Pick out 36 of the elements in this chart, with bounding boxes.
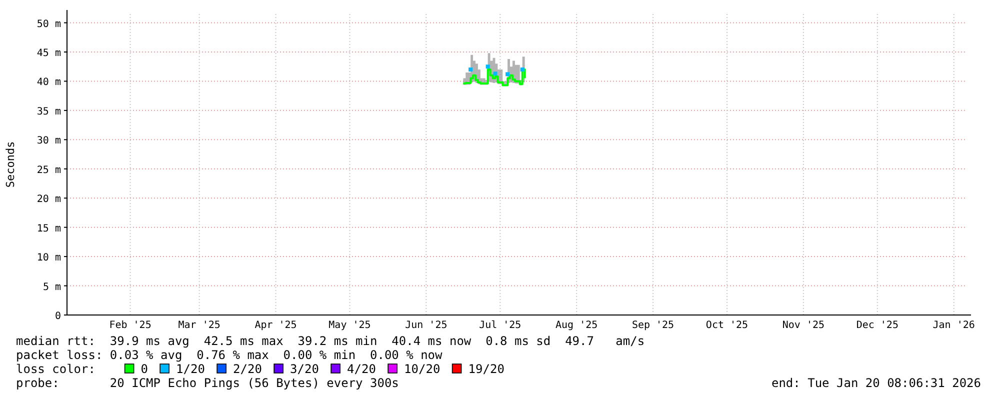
y-tick-label: 30 m <box>36 136 61 147</box>
text: probe: 20 ICMP Echo Pings (56 Bytes) every 300s <box>16 376 399 390</box>
legend-label: 4/20 <box>347 362 376 376</box>
y-tick-label: 10 m <box>36 252 61 264</box>
x-tick-label: Mar '25 <box>178 320 220 331</box>
y-tick-label: 15 m <box>36 223 61 234</box>
x-tick-label: Sep '25 <box>632 320 674 331</box>
text: end: Tue Jan 20 08:06:31 2026 <box>771 376 981 390</box>
y-tick-label: 45 m <box>36 48 61 59</box>
legend-label: 10/20 <box>404 362 440 376</box>
text: median rtt: 39.9 ms avg 42.5 ms max 39.2 ms min 40.4 ms now 0.8 ms sd 49.7 am/s <box>16 334 645 348</box>
y-tick-label: 5 m <box>42 282 61 293</box>
y-tick-label: 25 m <box>36 164 61 176</box>
y-tick-label: 35 m <box>36 106 61 118</box>
x-tick-label: May '25 <box>328 320 371 331</box>
y-tick-label: 40 m <box>36 77 61 88</box>
legend-label: 1/20 <box>176 362 205 376</box>
x-tick-label: Apr '25 <box>254 320 297 331</box>
legend-label: 3/20 <box>290 362 319 376</box>
legend-label: 19/20 <box>468 362 504 376</box>
y-tick-label: 0 <box>54 311 61 322</box>
x-tick-label: Feb '25 <box>109 320 152 331</box>
x-tick-label: Nov '25 <box>782 320 825 331</box>
x-tick-label: Jul '25 <box>479 320 522 331</box>
x-tick-label: Jun '25 <box>405 320 448 331</box>
legend-label: 2/20 <box>233 362 262 376</box>
y-tick-label: 50 m <box>36 18 61 30</box>
x-tick-label: Aug '25 <box>556 320 598 331</box>
x-tick-label: Dec '25 <box>856 320 898 331</box>
x-tick-label: Jan '26 <box>932 320 975 331</box>
text: packet loss: 0.03 % avg 0.76 % max 0.00 % min 0.00 % now <box>16 348 444 362</box>
x-tick-label: Oct '25 <box>706 320 748 331</box>
legend-label: 0 <box>140 362 148 376</box>
y-tick-label: 20 m <box>36 194 61 206</box>
legend-title: loss color: <box>16 362 96 376</box>
y-axis-title: Seconds <box>4 141 17 188</box>
